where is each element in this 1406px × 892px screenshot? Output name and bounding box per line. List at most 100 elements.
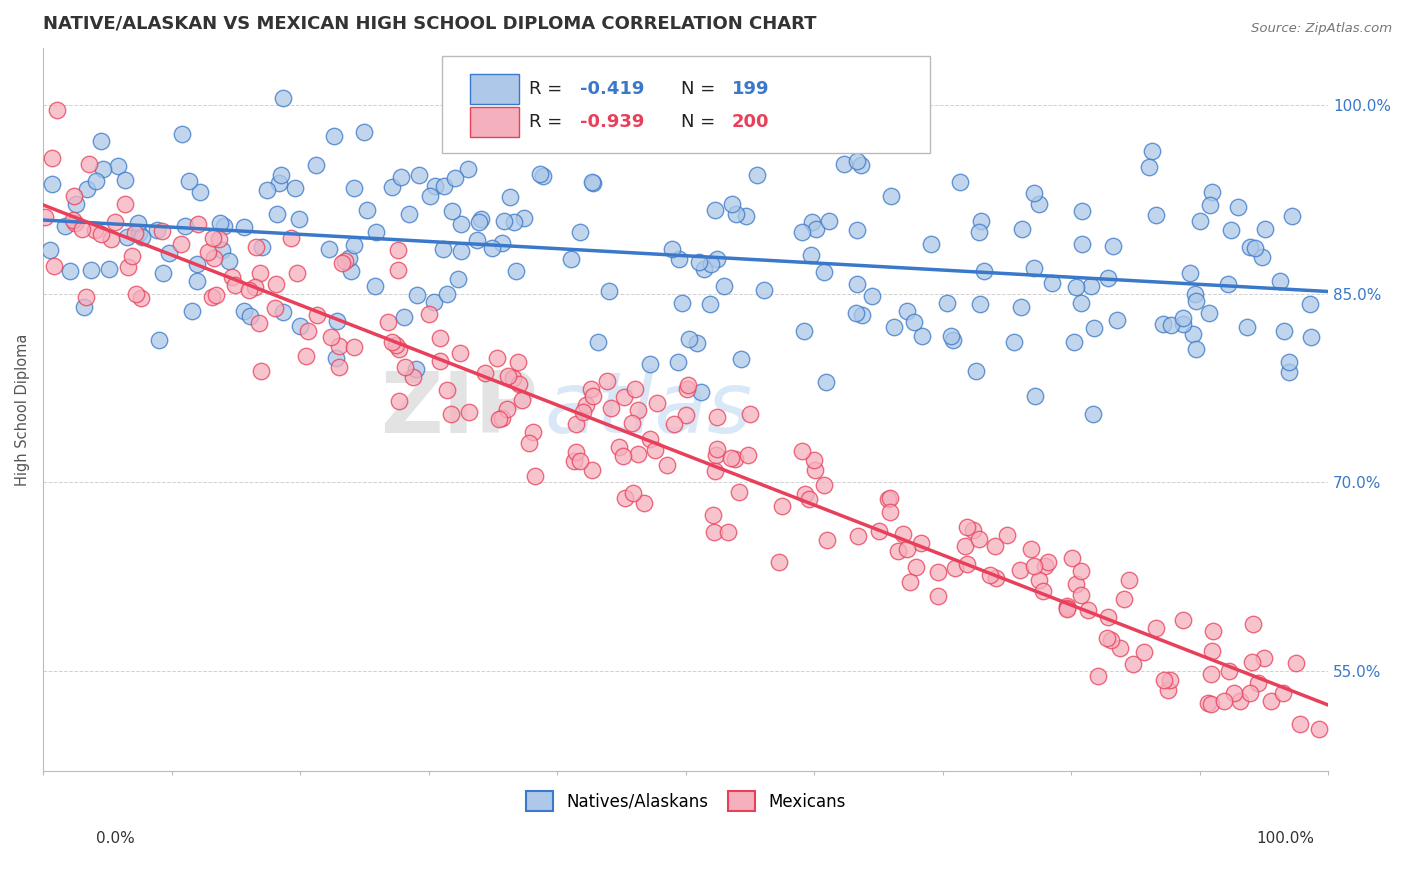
Point: [1157, 682, 1180, 697]
Point: [1199, 198, 1222, 212]
Point: [117, 260, 139, 274]
Point: [408, 169, 430, 183]
Point: [793, 486, 815, 500]
Point: [439, 407, 461, 421]
Point: [53, 219, 76, 234]
Point: [72, 222, 94, 236]
Point: [270, 168, 292, 182]
Point: [502, 370, 524, 384]
Point: [406, 288, 429, 302]
Point: [1229, 694, 1251, 708]
Point: [1097, 631, 1119, 645]
Point: [598, 285, 620, 299]
Point: [984, 539, 1007, 553]
Point: [250, 364, 273, 378]
Point: [63, 216, 86, 230]
Point: [1056, 602, 1078, 616]
Y-axis label: High School Diploma: High School Diploma: [15, 334, 30, 486]
Point: [790, 444, 813, 458]
Point: [693, 261, 716, 276]
Point: [1002, 335, 1025, 350]
Point: [224, 278, 246, 293]
Point: [266, 277, 288, 292]
Point: [713, 279, 735, 293]
Point: [280, 231, 302, 245]
Point: [953, 540, 976, 554]
Point: [612, 449, 634, 463]
Point: [879, 491, 901, 506]
Point: [91, 162, 114, 177]
Point: [436, 287, 458, 301]
Point: [979, 568, 1001, 582]
Point: [432, 242, 454, 256]
Point: [671, 296, 693, 310]
Point: [595, 374, 617, 388]
Point: [896, 304, 918, 318]
Point: [387, 243, 409, 257]
Point: [238, 283, 260, 297]
Point: [1189, 214, 1212, 228]
Point: [579, 382, 602, 396]
Point: [970, 214, 993, 228]
Text: R =: R =: [529, 113, 568, 131]
Point: [1040, 276, 1063, 290]
Text: -0.419: -0.419: [581, 80, 645, 98]
Point: [465, 233, 488, 247]
Point: [657, 458, 679, 472]
Point: [458, 405, 481, 419]
Point: [1239, 239, 1261, 253]
Point: [904, 560, 927, 574]
Point: [522, 425, 544, 440]
Point: [377, 315, 399, 329]
Point: [706, 410, 728, 425]
Text: N =: N =: [681, 80, 720, 98]
Point: [1178, 266, 1201, 280]
Point: [1060, 550, 1083, 565]
Point: [818, 214, 841, 228]
Point: [613, 390, 636, 404]
Point: [800, 248, 823, 262]
Point: [1122, 657, 1144, 671]
Point: [323, 129, 346, 144]
Point: [1070, 295, 1092, 310]
Point: [1024, 388, 1046, 402]
Point: [297, 324, 319, 338]
Text: N =: N =: [681, 113, 720, 131]
Point: [84, 174, 107, 188]
Point: [1024, 186, 1046, 201]
Point: [1010, 300, 1032, 314]
Point: [287, 212, 309, 227]
Point: [65, 196, 87, 211]
Point: [1216, 277, 1239, 292]
Point: [1201, 186, 1223, 200]
Point: [121, 250, 143, 264]
Legend: Natives/Alaskans, Mexicans: Natives/Alaskans, Mexicans: [519, 785, 852, 817]
Point: [170, 127, 193, 141]
Point: [128, 226, 150, 240]
Point: [77, 157, 100, 171]
Point: [1080, 279, 1102, 293]
Point: [900, 575, 922, 590]
Point: [34, 211, 56, 225]
Point: [381, 335, 404, 350]
Point: [720, 450, 742, 465]
Point: [586, 335, 609, 350]
Point: [42, 259, 65, 273]
Point: [1118, 574, 1140, 588]
Point: [529, 167, 551, 181]
Point: [72, 300, 94, 314]
Point: [851, 308, 873, 322]
Point: [688, 255, 710, 269]
Point: [405, 361, 427, 376]
Point: [1142, 144, 1164, 158]
Point: [1253, 650, 1275, 665]
Point: [700, 257, 723, 271]
Point: [173, 219, 195, 233]
Point: [676, 382, 699, 396]
Point: [364, 225, 387, 239]
FancyBboxPatch shape: [470, 107, 519, 137]
Point: [676, 378, 699, 392]
Point: [768, 555, 790, 569]
Point: [335, 254, 357, 268]
Point: [813, 478, 835, 492]
